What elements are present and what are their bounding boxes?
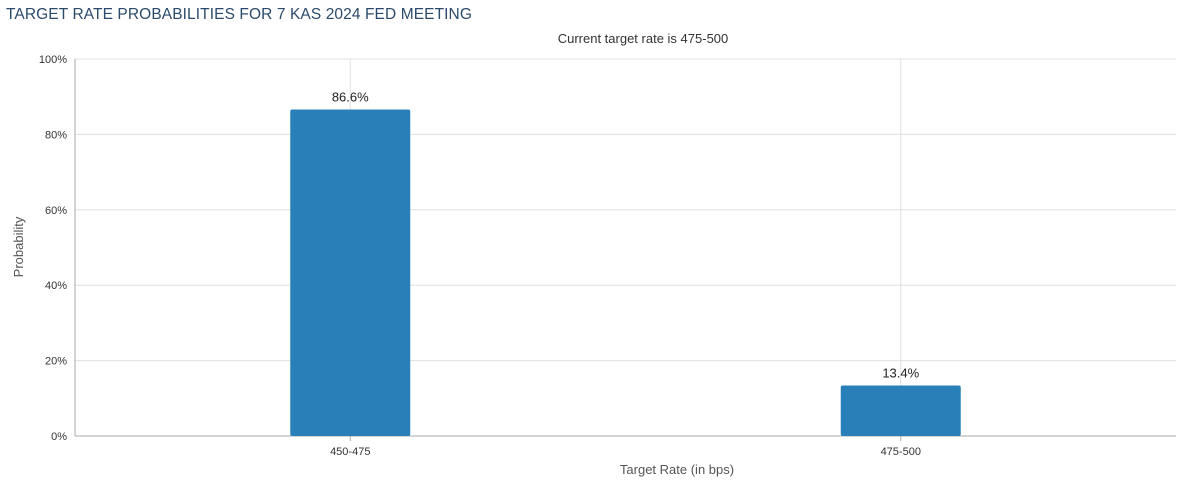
data-label: 13.4% <box>882 365 919 380</box>
y-tick-label: 0% <box>51 431 67 443</box>
chart-title: TARGET RATE PROBABILITIES FOR 7 KAS 2024… <box>6 6 473 23</box>
y-tick-label: 20% <box>45 356 67 368</box>
y-tick-label: 60% <box>45 205 67 217</box>
y-tick-label: 80% <box>45 129 67 141</box>
x-tick-label: 450-475 <box>330 446 370 458</box>
data-labels: 86.6% 13.4% <box>332 90 920 381</box>
chart-subtitle: Current target rate is 475-500 <box>558 31 729 46</box>
data-label: 86.6% <box>332 90 369 105</box>
x-axis-title: Target Rate (in bps) <box>620 462 734 477</box>
bars <box>290 109 961 436</box>
grid-layer <box>74 58 1176 437</box>
y-tick-label: 100% <box>39 54 67 66</box>
bar-475-500 <box>840 385 961 436</box>
y-axis-title: Probability <box>11 216 26 277</box>
y-tick-label: 40% <box>45 280 67 292</box>
y-tick-labels: 0% 20% 40% 60% 80% 100% <box>39 54 67 443</box>
x-tick-labels: 450-475 475-500 <box>330 436 921 458</box>
bar-450-475 <box>290 109 411 436</box>
x-tick-label: 475-500 <box>881 446 921 458</box>
